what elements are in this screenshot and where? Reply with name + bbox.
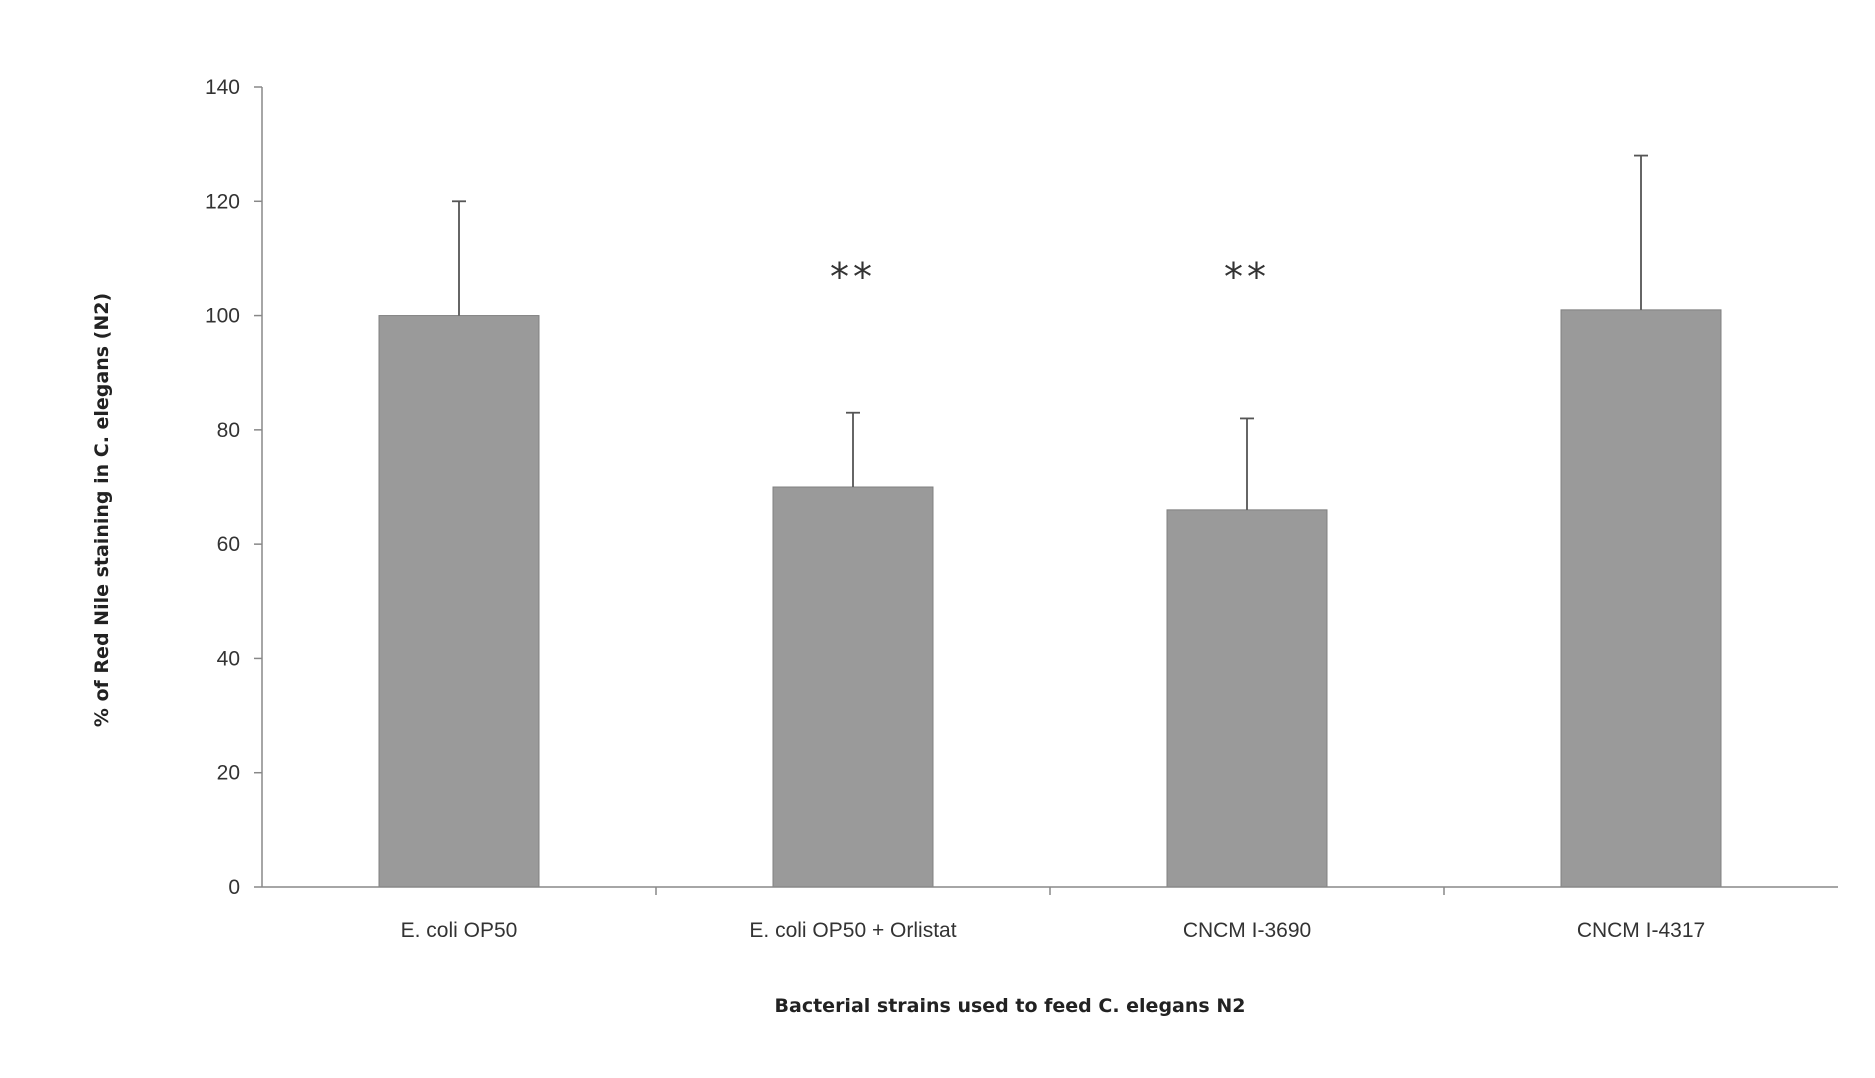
x-category-label: E. coli OP50 + Orlistat xyxy=(749,919,956,942)
y-tick-label: 140 xyxy=(205,76,240,99)
bars xyxy=(379,310,1721,887)
y-tick-label: 40 xyxy=(217,647,240,670)
y-tick-label: 80 xyxy=(217,419,240,442)
bar xyxy=(773,487,933,887)
bar xyxy=(379,316,539,887)
x-category-label: CNCM I-4317 xyxy=(1577,919,1705,942)
y-axis-title: % of Red Nile staining in C. elegans (N2… xyxy=(91,293,113,727)
significance-labels: ** ** xyxy=(830,255,1270,299)
y-tick-label: 0 xyxy=(228,876,240,899)
x-axis-title: Bacterial strains used to feed C. elegan… xyxy=(775,995,1246,1017)
x-axis-category-labels: E. coli OP50 E. coli OP50 + Orlistat CNCM … xyxy=(401,887,1706,942)
error-bars xyxy=(452,156,1648,510)
bar xyxy=(1167,510,1327,887)
significance-label: ** xyxy=(1224,255,1270,299)
x-category-label: CNCM I-3690 xyxy=(1183,919,1311,942)
bar xyxy=(1561,310,1721,887)
y-tick-label: 60 xyxy=(217,533,240,556)
y-tick-label: 120 xyxy=(205,190,240,213)
y-tick-label: 20 xyxy=(217,762,240,785)
significance-label: ** xyxy=(830,255,876,299)
y-tick-label: 100 xyxy=(205,305,240,328)
y-axis-ticks: 0 20 40 60 80 100 120 140 xyxy=(205,76,262,899)
x-category-label: E. coli OP50 xyxy=(401,919,518,942)
